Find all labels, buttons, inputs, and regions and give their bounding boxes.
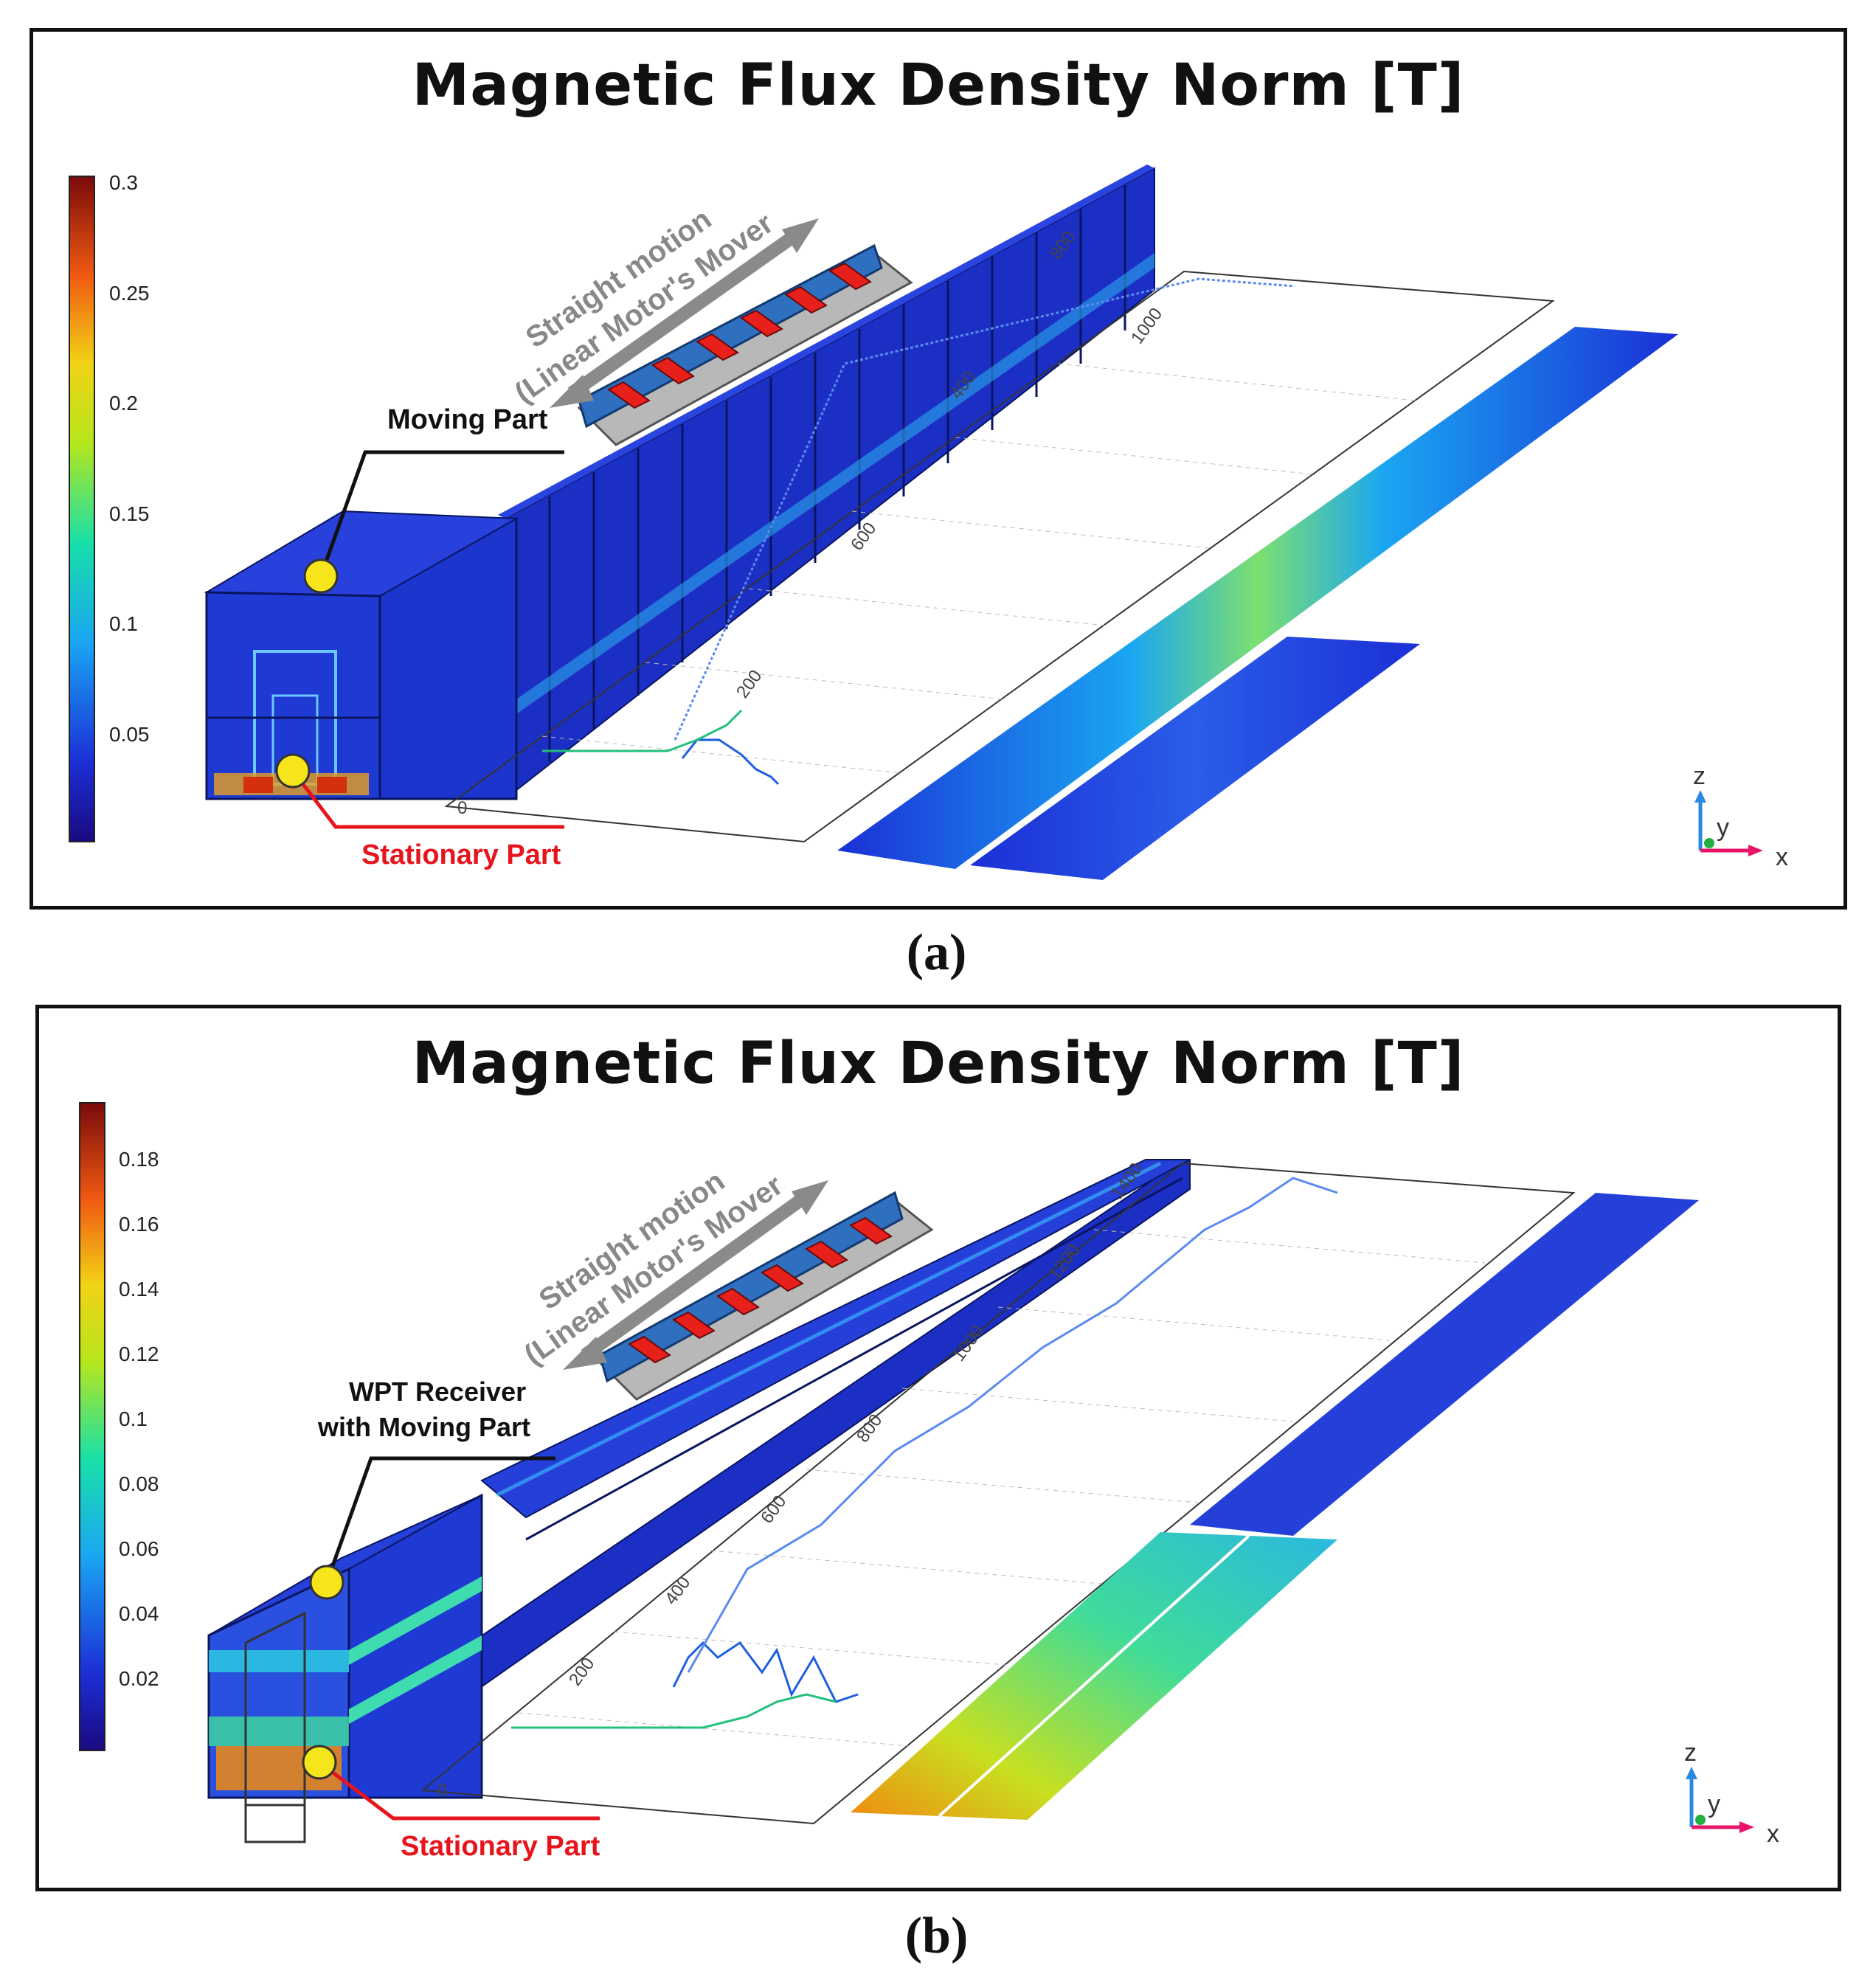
colorbar-a-tick: 0.15 (109, 502, 150, 525)
callout-stationary-part-a (275, 753, 564, 829)
panel-a: Magnetic Flux Density Norm [T] (30, 28, 1847, 910)
moving-part-label-a: Moving Part (387, 404, 548, 435)
colorbar-a-tick: 0.1 (109, 612, 138, 635)
colorbar-b: 0.18 0.16 0.14 0.12 0.1 0.08 0.06 0.04 0… (79, 1102, 159, 1751)
panel-a-scene: 0.3 0.25 0.2 0.15 0.1 0.05 (69, 164, 1788, 880)
motion-arrow-a (550, 218, 819, 408)
axis-y-label-a: y (1717, 814, 1729, 842)
plot-b-series-blue (687, 1177, 1338, 1673)
colorbar-b-tick: 0.14 (119, 1278, 159, 1300)
axis-triad-b: z y x (1684, 1739, 1779, 1848)
field-strip-b-upper (1190, 1193, 1699, 1536)
plot-a-series-green (542, 709, 743, 752)
axis-triad-a: z y x (1693, 762, 1788, 871)
callout-receiver-b (309, 1456, 555, 1600)
wpt-receiver-b (207, 1493, 483, 1843)
stationary-rail-b (318, 1159, 1191, 1792)
colorbar-a: 0.3 0.25 0.2 0.15 0.1 0.05 (69, 171, 150, 842)
axis-y-label-b: y (1708, 1790, 1720, 1818)
plot-b-series-noise (672, 1641, 859, 1703)
panel-b-scene: 0.18 0.16 0.14 0.12 0.1 0.08 0.06 0.04 0… (79, 1102, 1779, 1862)
colorbar-b-tick: 0.16 (119, 1213, 159, 1236)
stationary-part-marker (275, 753, 311, 789)
colorbar-b-tick: 0.02 (119, 1667, 159, 1690)
colorbar-b-tick: 0.04 (119, 1602, 159, 1625)
panel-b: Magnetic Flux Density Norm [T] (35, 1005, 1841, 1891)
colorbar-a-tick: 0.25 (109, 282, 150, 305)
plot-b-tick: 200 (565, 1654, 598, 1689)
panel-a-title: Magnetic Flux Density Norm [T] (412, 52, 1465, 119)
callout-moving-part-a (303, 450, 564, 594)
colorbar-a-tick: 0.3 (109, 171, 138, 194)
plot-a-series-center (681, 738, 780, 786)
plot-b-tick: 600 (757, 1492, 790, 1527)
axis-x-label-b: x (1767, 1820, 1779, 1848)
plot-a-series-blue (674, 277, 1295, 741)
callout-stationary-part-b (302, 1745, 600, 1821)
colorbar-b-gradient (79, 1102, 105, 1751)
colorbar-a-tick: 0.2 (109, 392, 138, 415)
plot-a-tick: 1000 (1127, 304, 1166, 347)
axis-z-label-b: z (1684, 1739, 1697, 1767)
linear-motor-mover-a (577, 243, 913, 446)
plot-b-tick: 0 (437, 1781, 447, 1801)
stationary-rail-a (498, 164, 1155, 801)
plot-b-series-green (511, 1693, 837, 1729)
panel-b-title: Magnetic Flux Density Norm [T] (412, 1031, 1465, 1097)
colorbar-b-tick: 0.18 (119, 1148, 159, 1171)
receiver-label-b-line1: WPT Receiver (349, 1376, 526, 1407)
colorbar-b-tick: 0.06 (119, 1537, 159, 1560)
stationary-part-label-a: Stationary Part (361, 839, 561, 870)
field-strip-a-lower (970, 637, 1420, 880)
field-strip-a-upper (837, 327, 1678, 869)
receiver-marker (309, 1565, 345, 1600)
moving-part-marker (303, 558, 339, 594)
axis-x-label-a: x (1776, 843, 1788, 871)
colorbar-a-gradient (69, 176, 95, 842)
axis-z-label-a: z (1693, 762, 1706, 790)
colorbar-a-tick: 0.05 (109, 723, 150, 746)
caption-b: (b) (904, 1908, 969, 1964)
receiver-label-b-line2: with Moving Part (317, 1412, 530, 1442)
colorbar-b-tick: 0.08 (119, 1472, 159, 1495)
stationary-part-label-b: Stationary Part (401, 1831, 600, 1862)
moving-part-box-a (204, 510, 519, 800)
motion-arrow-b (563, 1180, 828, 1370)
stationary-part-marker-b (302, 1745, 337, 1780)
caption-a: (a) (906, 924, 967, 981)
colorbar-b-tick: 0.12 (119, 1343, 159, 1365)
field-strip-b-hot (851, 1532, 1337, 1820)
colorbar-b-tick: 0.1 (119, 1407, 148, 1430)
linear-motor-mover-b (598, 1191, 934, 1401)
plot-b-tick: 400 (661, 1573, 694, 1608)
plot-a-tick: 0 (457, 798, 467, 818)
